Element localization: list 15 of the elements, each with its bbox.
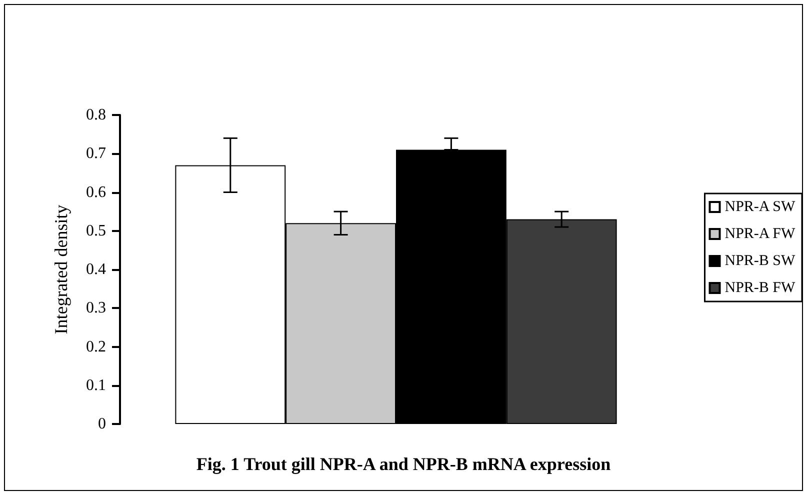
y-tick-label: 0.7: [86, 145, 106, 162]
y-tick-label: 0: [98, 416, 106, 432]
y-axis-title: Integrated density: [51, 204, 71, 334]
y-tick-label: 0.4: [86, 261, 106, 278]
legend-label: NPR-B SW: [724, 253, 796, 269]
y-tick-label: 0.5: [86, 222, 106, 240]
y-tick-label: 0.1: [86, 376, 106, 394]
y-tick-label: 0.8: [86, 106, 106, 124]
legend-label: NPR-A FW: [724, 226, 796, 242]
legend-label: NPR-B FW: [724, 280, 796, 296]
legend-label: NPR-A SW: [724, 199, 796, 215]
y-tick-label: 0.6: [86, 184, 106, 201]
text: Fig. 1 Trout gill NPR-A and NPR-B mRNA expression: [196, 454, 611, 474]
y-tick-label: 0.3: [86, 300, 106, 317]
y-tick-label: 0.2: [86, 338, 106, 356]
